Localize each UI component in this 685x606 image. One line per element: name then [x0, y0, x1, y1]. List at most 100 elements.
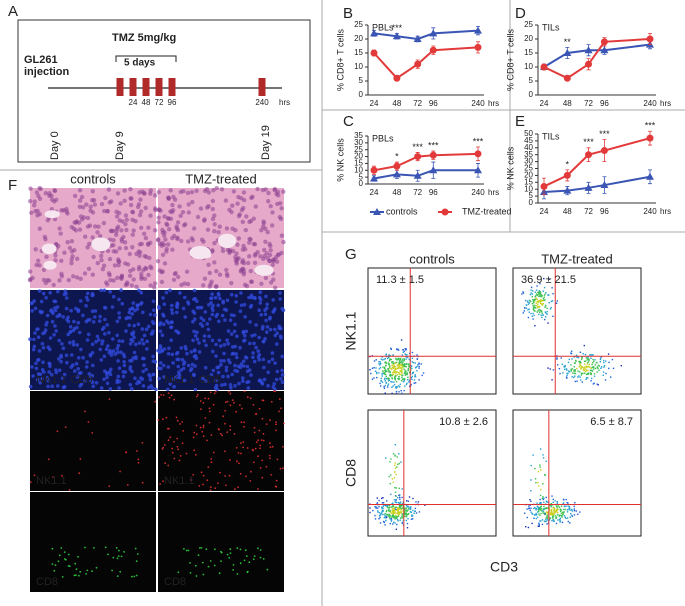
event-dot — [381, 373, 382, 374]
event-dot — [399, 374, 400, 375]
cell-dot — [108, 290, 112, 294]
cell-dot — [142, 342, 146, 346]
cell-dot — [257, 547, 259, 549]
event-dot — [551, 301, 552, 302]
event-dot — [542, 483, 543, 484]
cell-dot — [273, 286, 277, 290]
event-dot — [567, 502, 568, 503]
event-dot — [595, 368, 596, 369]
event-dot — [540, 508, 541, 509]
event-dot — [391, 362, 392, 363]
cell-dot — [235, 243, 239, 247]
event-dot — [400, 374, 401, 375]
event-dot — [532, 313, 533, 314]
event-dot — [556, 358, 557, 359]
event-dot — [395, 492, 396, 493]
cell-dot — [38, 212, 42, 216]
cell-dot — [160, 280, 164, 284]
event-dot — [387, 386, 388, 387]
event-dot — [621, 365, 622, 366]
cell-dot — [65, 307, 69, 311]
day-label: Day 9 — [114, 131, 126, 160]
event-dot — [389, 360, 390, 361]
cell-dot — [265, 330, 269, 334]
cell-dot — [62, 576, 64, 578]
event-dot — [593, 366, 594, 367]
cell-dot — [105, 547, 107, 549]
cell-dot — [227, 329, 231, 333]
cell-dot — [108, 278, 112, 282]
cell-dot — [88, 223, 92, 227]
cell-dot — [199, 206, 203, 210]
cell-dot — [37, 263, 41, 267]
stain-label: CD8 — [199, 374, 221, 386]
event-dot — [538, 507, 539, 508]
cell-dot — [28, 337, 32, 341]
event-dot — [390, 458, 391, 459]
cell-dot — [93, 224, 97, 228]
cell-dot — [153, 193, 157, 197]
event-dot — [562, 364, 563, 365]
event-dot — [391, 349, 392, 350]
event-dot — [388, 362, 389, 363]
cell-dot — [282, 446, 284, 448]
event-dot — [392, 514, 393, 515]
cell-dot — [258, 379, 262, 383]
event-dot — [394, 370, 395, 371]
cell-dot — [75, 257, 79, 261]
event-dot — [415, 382, 416, 383]
cell-dot — [96, 567, 98, 569]
cell-dot — [194, 388, 198, 392]
cell-dot — [40, 300, 44, 304]
cell-dot — [33, 331, 37, 335]
x-tick-label: 48 — [563, 207, 572, 216]
cell-dot — [225, 272, 229, 276]
cell-dot — [176, 351, 180, 355]
cell-dot — [135, 304, 139, 308]
event-dot — [568, 521, 569, 522]
cell-dot — [166, 196, 170, 200]
event-dot — [559, 507, 560, 508]
cell-dot — [171, 311, 175, 315]
event-dot — [416, 512, 417, 513]
cell-dot — [248, 320, 252, 324]
event-dot — [390, 381, 391, 382]
cell-dot — [100, 386, 104, 390]
cell-dot — [52, 548, 54, 550]
event-dot — [524, 310, 525, 311]
cell-dot — [144, 206, 148, 210]
cell-dot — [38, 289, 42, 293]
cell-dot — [247, 571, 249, 573]
cell-dot — [164, 444, 166, 446]
cell-dot — [215, 186, 219, 190]
stain-label: CD8 — [164, 576, 186, 588]
cell-dot — [211, 313, 215, 317]
event-dot — [390, 494, 391, 495]
event-dot — [592, 354, 593, 355]
cell-dot — [157, 307, 161, 311]
cell-dot — [60, 342, 64, 346]
event-dot — [547, 519, 548, 520]
cell-dot — [72, 227, 76, 231]
cell-dot — [79, 458, 81, 460]
significance: *** — [583, 137, 594, 147]
cell-dot — [167, 352, 171, 356]
event-dot — [574, 502, 575, 503]
event-dot — [594, 376, 595, 377]
cell-dot — [238, 452, 240, 454]
cell-dot — [52, 333, 56, 337]
cell-dot — [47, 362, 51, 366]
cell-dot — [157, 190, 161, 194]
lumen — [43, 261, 56, 270]
cell-dot — [241, 244, 245, 248]
event-dot — [584, 367, 585, 368]
gate-stat: 11.3 ± 1.5 — [376, 274, 424, 286]
event-dot — [393, 511, 394, 512]
event-dot — [566, 368, 567, 369]
cell-dot — [121, 302, 125, 306]
cell-dot — [125, 218, 129, 222]
duration-label: 5 days — [124, 58, 156, 69]
cell-dot — [249, 269, 253, 273]
event-dot — [385, 358, 386, 359]
cell-dot — [230, 393, 232, 395]
